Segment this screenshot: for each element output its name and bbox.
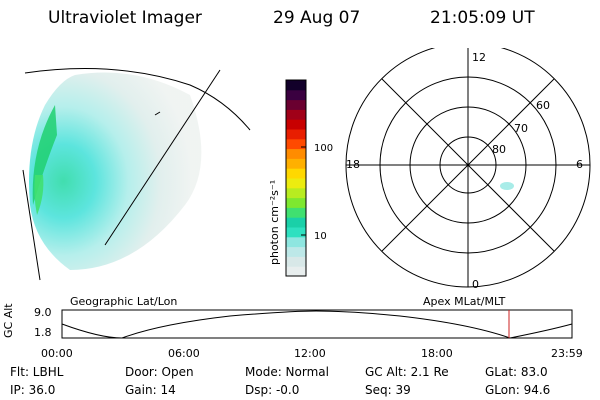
colorbar-tick-10: 10 bbox=[314, 231, 327, 242]
info-flt: Flt: LBHL bbox=[10, 365, 64, 379]
timeline-right-title: Apex MLat/MLT bbox=[423, 295, 506, 308]
colorbar-cell bbox=[286, 197, 306, 208]
timeline-plot bbox=[61, 309, 573, 339]
colorbar-cell bbox=[286, 158, 306, 169]
colorbar-cell bbox=[286, 236, 306, 248]
info-seq: Seq: 39 bbox=[365, 383, 411, 397]
lat-label-60: 60 bbox=[536, 99, 550, 112]
info-glon: GLon: 94.6 bbox=[485, 383, 551, 397]
info-mode: Mode: Normal bbox=[245, 365, 329, 379]
timeline-xtick-0000: 00:00 bbox=[41, 347, 73, 360]
colorbar-cell bbox=[286, 217, 306, 228]
time-label: 21:05:09 UT bbox=[430, 8, 535, 28]
mlt-label-0: 0 bbox=[472, 278, 479, 291]
colorbar-cell bbox=[286, 80, 306, 91]
colorbar-cell bbox=[286, 168, 306, 179]
timeline-ylabel: GC Alt bbox=[2, 303, 15, 338]
colorbar-cells bbox=[286, 80, 306, 277]
timeline-ymax: 9.0 bbox=[34, 306, 52, 319]
timeline-left-title: Geographic Lat/Lon bbox=[70, 295, 178, 308]
lat-label-80: 80 bbox=[492, 143, 506, 156]
colorbar-cell bbox=[286, 178, 306, 189]
colorbar-cell bbox=[286, 109, 306, 120]
timeline-ymin: 1.8 bbox=[34, 326, 52, 339]
timeline-xtick-0600: 06:00 bbox=[168, 347, 200, 360]
colorbar: 100 10 photon cm⁻²s⁻¹ bbox=[268, 79, 333, 277]
app-title: Ultraviolet Imager bbox=[48, 8, 202, 28]
colorbar-cell bbox=[286, 187, 306, 199]
mlt-label-12: 12 bbox=[472, 51, 486, 64]
lat-label-70: 70 bbox=[514, 122, 528, 135]
colorbar-cell bbox=[286, 246, 306, 257]
geographic-image bbox=[22, 68, 251, 281]
colorbar-cell bbox=[286, 256, 306, 267]
colorbar-cell bbox=[286, 129, 306, 140]
mlt-label-6: 6 bbox=[576, 158, 583, 171]
mlt-label-18: 18 bbox=[346, 158, 360, 171]
timeline-xtick-2359: 23:59 bbox=[551, 347, 583, 360]
colorbar-cell bbox=[286, 207, 306, 218]
info-gcalt: GC Alt: 2.1 Re bbox=[365, 365, 449, 379]
timeline-xtick-1200: 12:00 bbox=[294, 347, 326, 360]
colorbar-cell bbox=[286, 119, 306, 130]
info-ip: IP: 36.0 bbox=[10, 383, 56, 397]
colorbar-cell bbox=[286, 266, 306, 277]
colorbar-cell bbox=[286, 227, 306, 238]
colorbar-cell bbox=[286, 99, 306, 110]
info-gain: Gain: 14 bbox=[125, 383, 176, 397]
polar-plot: 12 18 6 0 60 70 80 bbox=[345, 48, 591, 291]
colorbar-cell bbox=[286, 138, 306, 150]
timeline-xtick-1800: 18:00 bbox=[421, 347, 453, 360]
colorbar-tick-100: 100 bbox=[314, 143, 333, 154]
info-dsp: Dsp: -0.0 bbox=[245, 383, 300, 397]
colorbar-cell bbox=[286, 89, 306, 101]
colorbar-unit-label: photon cm⁻²s⁻¹ bbox=[268, 180, 281, 265]
date-label: 29 Aug 07 bbox=[273, 8, 361, 28]
colorbar-cell bbox=[286, 148, 306, 159]
info-door: Door: Open bbox=[125, 365, 194, 379]
info-glat: GLat: 83.0 bbox=[485, 365, 548, 379]
